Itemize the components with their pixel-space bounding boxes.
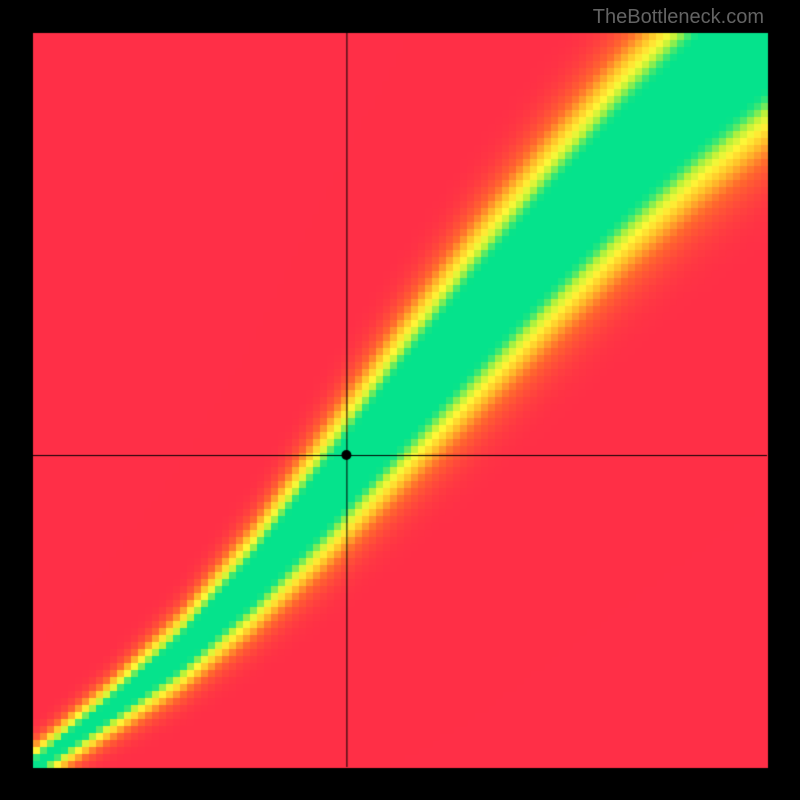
bottleneck-heatmap: [0, 0, 800, 800]
watermark-text: TheBottleneck.com: [593, 6, 764, 29]
